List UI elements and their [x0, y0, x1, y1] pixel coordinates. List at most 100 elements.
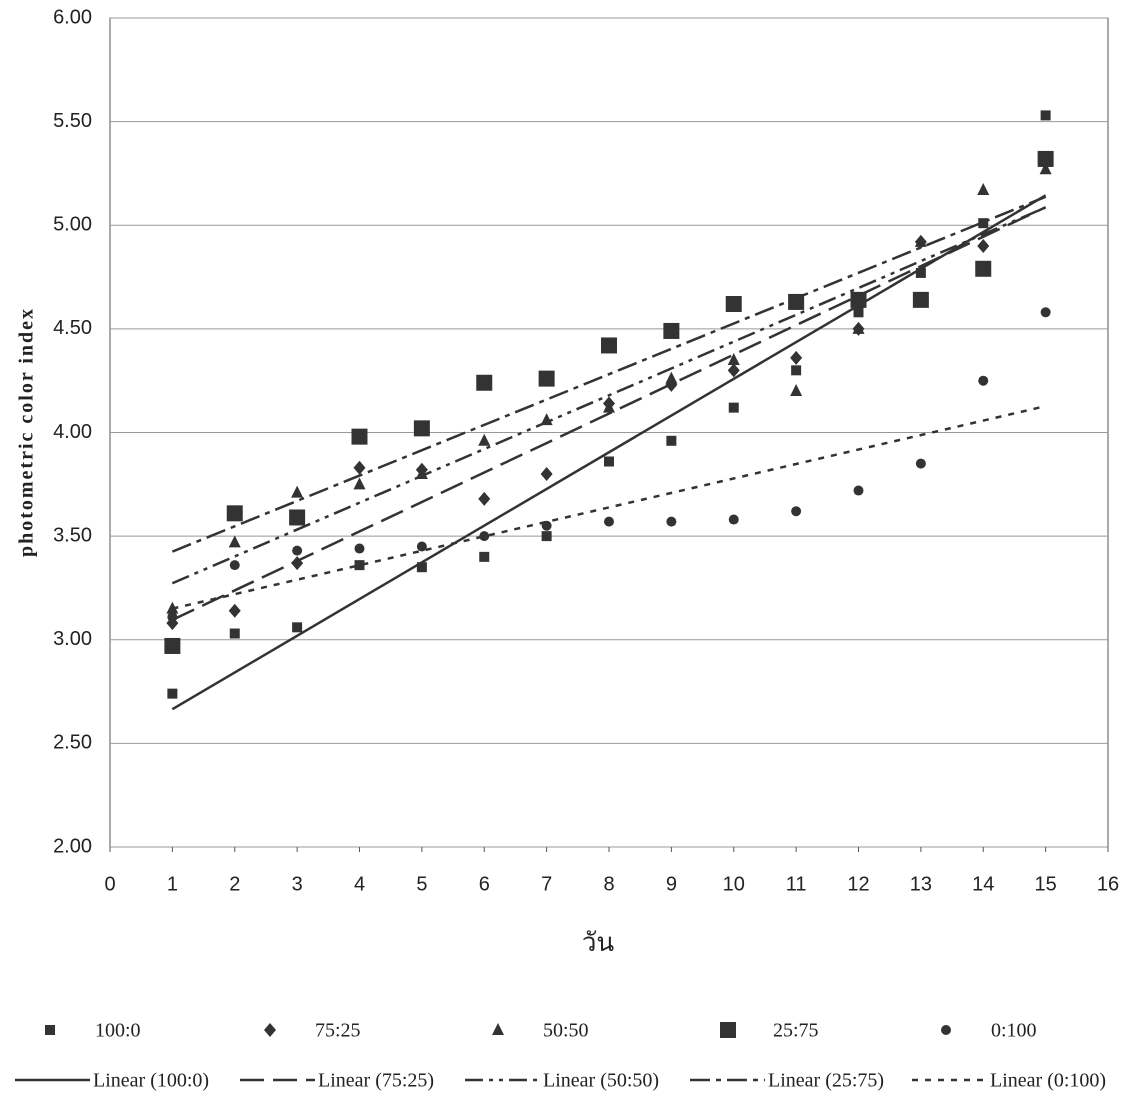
x-tick-label: 14 — [972, 873, 994, 895]
marker — [164, 638, 180, 654]
marker — [851, 292, 867, 308]
y-tick-label: 2.00 — [53, 835, 92, 857]
marker — [604, 457, 614, 467]
marker — [916, 268, 926, 278]
marker — [264, 1023, 276, 1037]
legend-label: Linear (0:100) — [990, 1070, 1106, 1092]
marker — [227, 505, 243, 521]
trendline — [172, 197, 1045, 552]
y-tick-label: 4.50 — [53, 317, 92, 339]
y-axis-title: photometric color index — [16, 307, 38, 557]
x-tick-label: 9 — [666, 873, 677, 895]
marker — [941, 1025, 951, 1035]
x-tick-label: 6 — [479, 873, 490, 895]
x-tick-label: 11 — [786, 873, 807, 895]
marker — [354, 477, 366, 489]
x-tick-label: 7 — [541, 873, 552, 895]
marker — [665, 372, 677, 384]
marker — [479, 531, 489, 541]
marker — [478, 434, 490, 446]
marker — [417, 562, 427, 572]
marker — [479, 552, 489, 562]
marker — [229, 535, 241, 547]
x-tick-label: 12 — [847, 873, 869, 895]
marker — [916, 459, 926, 469]
x-tick-label: 5 — [416, 873, 427, 895]
marker — [790, 384, 802, 396]
marker — [355, 544, 365, 554]
x-tick-label: 4 — [354, 873, 365, 895]
marker — [604, 517, 614, 527]
marker — [977, 239, 989, 253]
x-tick-label: 13 — [910, 873, 932, 895]
marker — [791, 506, 801, 516]
legend-label: Linear (100:0) — [93, 1070, 209, 1092]
marker — [355, 560, 365, 570]
legend-label: 25:75 — [773, 1020, 819, 1042]
marker — [790, 351, 802, 365]
marker — [663, 323, 679, 339]
marker — [492, 1023, 504, 1035]
y-tick-label: 5.00 — [53, 214, 92, 236]
marker — [1038, 151, 1054, 167]
legend-label: 50:50 — [543, 1020, 589, 1042]
marker — [975, 261, 991, 277]
x-tick-label: 8 — [603, 873, 614, 895]
marker — [854, 486, 864, 496]
marker — [414, 420, 430, 436]
legend-label: 100:0 — [95, 1020, 141, 1042]
marker — [601, 337, 617, 353]
trendline — [172, 195, 1045, 709]
marker — [791, 365, 801, 375]
x-tick-label: 15 — [1035, 873, 1057, 895]
x-tick-label: 1 — [167, 873, 178, 895]
y-tick-label: 3.00 — [53, 628, 92, 650]
marker — [977, 183, 989, 195]
marker — [167, 689, 177, 699]
marker — [417, 541, 427, 551]
marker — [292, 546, 302, 556]
marker — [478, 492, 490, 506]
legend-label: Linear (25:75) — [768, 1070, 884, 1092]
marker — [291, 486, 303, 498]
x-tick-label: 0 — [104, 873, 115, 895]
marker — [45, 1025, 55, 1035]
marker — [913, 292, 929, 308]
marker — [666, 517, 676, 527]
marker — [230, 629, 240, 639]
marker — [167, 612, 177, 622]
marker — [726, 296, 742, 312]
marker — [354, 461, 366, 475]
y-tick-label: 6.00 — [53, 6, 92, 28]
legend-label: 0:100 — [991, 1020, 1037, 1042]
x-tick-label: 10 — [723, 873, 745, 895]
marker — [230, 560, 240, 570]
trendline — [172, 406, 1045, 608]
legend-label: Linear (75:25) — [318, 1070, 434, 1092]
legend-label: Linear (50:50) — [543, 1070, 659, 1092]
marker — [666, 436, 676, 446]
marker — [292, 622, 302, 632]
trendline — [172, 207, 1045, 583]
x-tick-label: 16 — [1097, 873, 1119, 895]
chart: photometric color index วัน 2.00 2.50 3.00… — [0, 0, 1134, 1095]
trendline — [172, 207, 1045, 620]
marker — [542, 521, 552, 531]
y-tick-label: 5.50 — [53, 110, 92, 132]
marker — [352, 429, 368, 445]
x-tick-label: 2 — [229, 873, 240, 895]
x-axis-title: วัน — [582, 928, 615, 957]
marker — [854, 307, 864, 317]
y-tick-label: 2.50 — [53, 732, 92, 754]
marker — [1041, 110, 1051, 120]
marker — [729, 515, 739, 525]
x-tick-label: 3 — [292, 873, 303, 895]
marker — [229, 604, 241, 618]
marker — [289, 509, 305, 525]
marker — [728, 353, 740, 365]
marker — [978, 376, 988, 386]
marker — [978, 218, 988, 228]
marker — [788, 294, 804, 310]
marker — [541, 467, 553, 481]
marker — [476, 375, 492, 391]
